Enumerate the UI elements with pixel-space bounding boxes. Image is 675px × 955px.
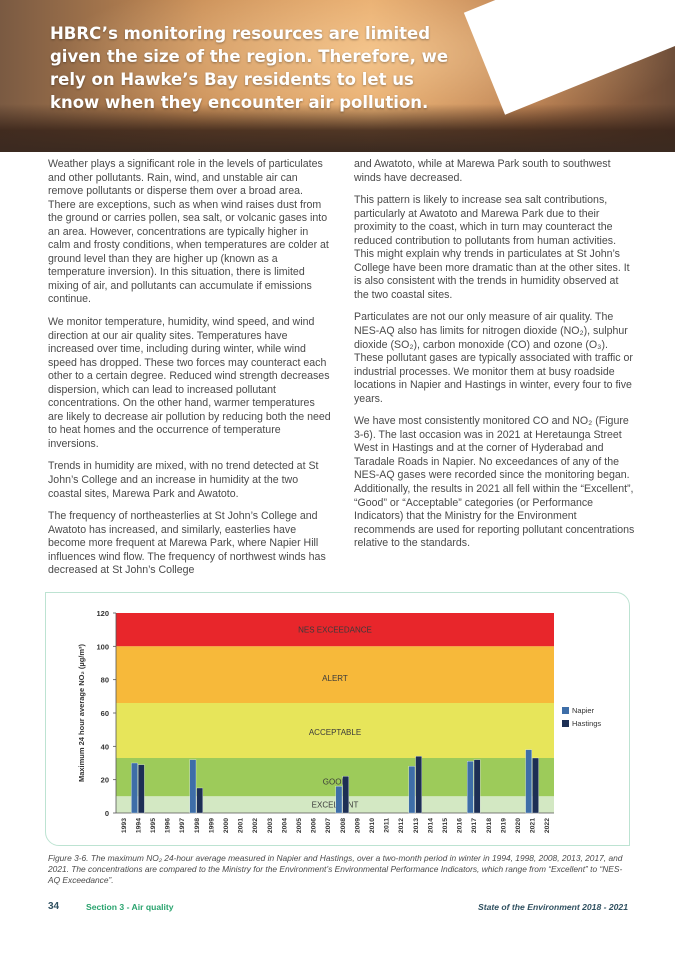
x-tick-label: 2003	[267, 818, 274, 833]
x-tick-label: 2001	[238, 818, 245, 833]
y-tick-label: 60	[101, 709, 109, 718]
x-tick-label: 2007	[325, 818, 332, 833]
bar-napier-2021	[525, 749, 532, 814]
x-tick-label: 2020	[515, 818, 522, 833]
x-tick-label: 2009	[354, 818, 361, 833]
x-tick-label: 2006	[311, 818, 318, 833]
paragraph: We monitor temperature, humidity, wind s…	[48, 316, 331, 450]
x-tick-label: 2021	[530, 818, 537, 833]
bar-hastings-2021	[532, 757, 539, 814]
figure-3-6-chart: NES EXCEEDANCE ALERT ACCEPTABLE GOOD EXCELLE…	[45, 592, 630, 846]
paragraph: Weather plays a significant role in the …	[48, 158, 329, 306]
publication-title: State of the Environment 2018 - 2021	[478, 902, 628, 912]
hero-banner: HBRC’s monitoring resources are limited …	[0, 0, 675, 152]
y-tick-label: 100	[96, 642, 109, 651]
bar-napier-2013	[408, 766, 416, 814]
pull-quote-headline: HBRC’s monitoring resources are limited …	[50, 24, 449, 112]
bar-hastings-1994	[138, 764, 145, 814]
x-tick-label: 2015	[442, 818, 449, 833]
band-label: ACCEPTABLE	[309, 728, 361, 737]
left-text-column: Weather plays a significant role in the …	[48, 158, 332, 587]
x-tick-label: 1997	[179, 818, 186, 833]
x-tick-label: 2010	[369, 818, 376, 833]
x-tick-label: 1996	[165, 818, 172, 833]
band-alert	[116, 646, 554, 703]
paragraph: Particulates are not our only measure of…	[354, 311, 633, 405]
bar-hastings-2013	[415, 756, 422, 814]
paragraph: We have most consistently monitored CO a…	[354, 415, 635, 550]
x-tick-label: 2011	[384, 818, 391, 833]
y-tick-label: 80	[101, 676, 109, 685]
bar-napier-2008	[335, 786, 343, 814]
bar-hastings-1998	[196, 787, 203, 814]
band-label: NES EXCEEDANCE	[298, 626, 372, 635]
x-tick-label: 1999	[208, 818, 215, 833]
legend-swatch-napier	[562, 707, 569, 714]
x-tick-label: 1993	[121, 818, 128, 833]
x-tick-label: 2018	[486, 818, 493, 833]
x-tick-label: 2016	[457, 818, 464, 833]
y-tick-label: 20	[101, 776, 109, 785]
y-tick-label: 120	[96, 609, 109, 618]
x-tick-label: 2012	[398, 818, 405, 833]
band-good	[116, 758, 554, 797]
x-tick-label: 2002	[252, 818, 259, 833]
y-axis-label: Maximum 24 hour average NO₂ (µg/m³)	[77, 643, 86, 782]
x-tick-label: 2000	[223, 818, 230, 833]
paragraph: and Awatoto, while at Marewa Park south …	[354, 158, 611, 184]
bar-hastings-2008	[342, 776, 349, 814]
x-tick-label: 2013	[413, 818, 420, 833]
band-acceptable	[116, 703, 554, 758]
x-tick-label: 1994	[135, 818, 142, 833]
x-tick-label: 2008	[340, 818, 347, 833]
paragraph: This pattern is likely to increase sea s…	[354, 194, 630, 301]
x-tick-label: 2014	[427, 818, 434, 833]
page-footer: 34 Section 3 - Air quality State of the …	[48, 901, 632, 915]
x-tick-label: 1995	[150, 818, 157, 833]
bar-napier-1994	[131, 762, 138, 814]
bar-napier-2017	[467, 761, 474, 814]
x-tick-label: 2004	[281, 818, 288, 833]
y-tick-label: 40	[101, 742, 109, 751]
x-tick-label: 2022	[544, 818, 551, 833]
y-tick-label: 0	[105, 809, 109, 818]
figure-caption: Figure 3-6. The maximum NO₂ 24-hour aver…	[48, 853, 623, 886]
band-label: EXCELLENT	[312, 801, 359, 810]
bar-napier-1998	[189, 759, 197, 814]
legend-label-hastings: Hastings	[572, 719, 601, 728]
grass-silhouette	[0, 104, 675, 152]
page-number: 34	[48, 901, 60, 912]
paragraph: The frequency of northeasterlies at St J…	[48, 510, 326, 577]
band-nes-exceedance	[116, 613, 554, 647]
no2-bar-chart: NES EXCEEDANCE ALERT ACCEPTABLE GOOD EXCELLE…	[77, 609, 601, 833]
right-text-column: and Awatoto, while at Marewa Park south …	[354, 158, 636, 560]
paragraph: Trends in humidity are mixed, with no tr…	[48, 460, 319, 500]
x-tick-label: 2017	[471, 818, 478, 833]
bar-hastings-2017	[473, 759, 481, 814]
band-excellent	[116, 796, 554, 813]
legend-label-napier: Napier	[572, 706, 595, 715]
x-tick-label: 2005	[296, 818, 303, 833]
band-label: ALERT	[322, 674, 348, 683]
x-tick-label: 2019	[500, 818, 507, 833]
x-tick-label: 1998	[194, 818, 201, 833]
band-label: GOOD	[323, 777, 348, 786]
legend-swatch-hastings	[562, 720, 569, 727]
section-label: Section 3 - Air quality	[86, 902, 174, 912]
